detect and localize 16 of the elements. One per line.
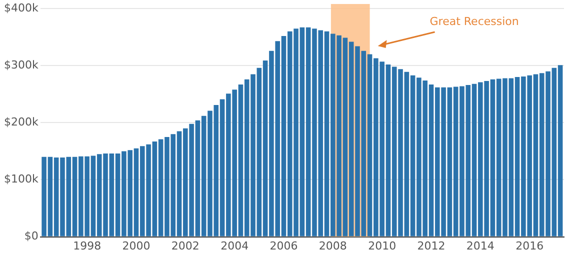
y-tick-label: $200k: [4, 116, 39, 129]
x-tick-label: 2000: [122, 239, 150, 252]
x-tick-label: 2016: [516, 239, 544, 252]
y-tick-label: $100k: [4, 172, 39, 186]
y-tick-label: $0: [24, 230, 38, 243]
x-tick-label: 2004: [220, 239, 249, 252]
x-tick-label: 2010: [368, 239, 396, 252]
x-tick-label: 1998: [73, 239, 102, 252]
y-tick-label: $400k: [4, 1, 39, 14]
x-tick-label: 2008: [318, 239, 347, 252]
x-tick-label: 2002: [171, 239, 200, 252]
x-tick-label: 2006: [270, 239, 298, 252]
y-tick-label: $300k: [4, 58, 39, 72]
annotation: Great Recession: [430, 14, 519, 28]
x-tick-label: 2012: [417, 239, 446, 252]
x-tick-label: 2014: [466, 239, 494, 252]
